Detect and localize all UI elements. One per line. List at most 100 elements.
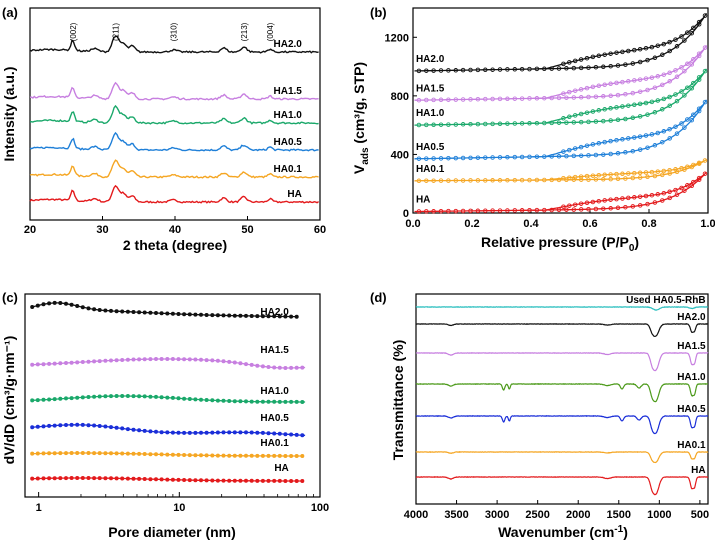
panel-c-point bbox=[35, 303, 40, 308]
panel-b-point bbox=[549, 154, 554, 159]
panel-a-series-label: HA2.0 bbox=[274, 39, 303, 50]
panel-b-point bbox=[497, 178, 503, 183]
panel-c-point bbox=[221, 398, 226, 403]
panel-b-point bbox=[590, 109, 596, 114]
panel-c-point bbox=[80, 305, 85, 310]
panel-b-desorption-HA2.0 bbox=[532, 12, 708, 70]
panel-b-point bbox=[571, 95, 577, 100]
panel-b-point bbox=[542, 207, 547, 213]
panel-b-point bbox=[578, 177, 584, 182]
panel-b-point bbox=[483, 121, 488, 127]
panel-c-point bbox=[30, 305, 35, 309]
panel-c-point bbox=[277, 478, 282, 483]
panel-c-point bbox=[215, 430, 220, 435]
panel-b-point bbox=[453, 178, 459, 183]
panel-b-point bbox=[572, 146, 578, 151]
panel-b-point bbox=[667, 94, 672, 100]
panel-b-point bbox=[682, 125, 687, 130]
panel-c-point bbox=[137, 394, 142, 399]
panel-a-peak-label: (002) bbox=[69, 22, 78, 41]
panel-b-point bbox=[601, 94, 606, 99]
panel-c-point bbox=[114, 451, 119, 456]
panel-c-point bbox=[193, 430, 198, 435]
panel-b-point bbox=[468, 97, 473, 102]
panel-a-series-label: HA1.5 bbox=[274, 86, 303, 97]
panel-c-point bbox=[232, 399, 237, 404]
panel-b-point bbox=[655, 192, 661, 197]
panel-b-point bbox=[505, 154, 510, 160]
panel-b-point bbox=[652, 173, 658, 179]
panel-c-point bbox=[255, 363, 260, 368]
panel-b-point bbox=[578, 87, 584, 92]
panel-b-point bbox=[608, 93, 613, 99]
panel-c-point bbox=[255, 399, 260, 404]
panel-b-point bbox=[626, 48, 631, 54]
panel-b-point bbox=[673, 124, 678, 129]
panel-c-point bbox=[238, 361, 243, 366]
panel-c-point bbox=[182, 396, 187, 401]
panel-b-point bbox=[497, 67, 503, 72]
panel-c-point bbox=[137, 428, 142, 433]
panel-b-ylabel: Vads (cm³/g, STP) bbox=[351, 62, 371, 174]
panel-c-point bbox=[86, 451, 91, 455]
panel-c-point bbox=[159, 430, 164, 435]
panel-c-point bbox=[266, 314, 271, 319]
panel-b-point bbox=[549, 207, 554, 213]
panel-d-xtick-label: 2500 bbox=[525, 509, 549, 521]
panel-b-point bbox=[519, 121, 525, 126]
panel-c-point bbox=[210, 313, 215, 318]
panel-c-point bbox=[97, 476, 102, 481]
panel-c-point bbox=[165, 430, 170, 435]
panel-c-point bbox=[30, 362, 35, 367]
panel-b-point bbox=[626, 79, 631, 84]
panel-c-point bbox=[227, 359, 232, 364]
panel-c-point bbox=[283, 366, 288, 370]
panel-b-point bbox=[590, 173, 596, 178]
panel-b-point bbox=[438, 178, 444, 183]
panel-c-point bbox=[58, 396, 63, 401]
panel-c-point bbox=[131, 476, 136, 481]
panel-b-point bbox=[578, 95, 584, 100]
panel-b-point bbox=[564, 207, 569, 212]
panel-c-point bbox=[35, 476, 40, 481]
panel-c-point bbox=[294, 432, 299, 437]
panel-c-point bbox=[120, 451, 125, 456]
panel-b-point bbox=[602, 139, 607, 145]
panel-b-point bbox=[490, 121, 495, 127]
panel-b-point bbox=[446, 208, 451, 214]
panel-b-point bbox=[696, 160, 702, 166]
panel-b-point bbox=[453, 68, 459, 73]
panel-c-label: (c) bbox=[2, 290, 18, 305]
panel-b-xtick-label: 0.2 bbox=[464, 218, 479, 230]
panel-c-point bbox=[221, 430, 226, 435]
panel-b-point bbox=[561, 149, 566, 154]
panel-c-series-label: HA0.1 bbox=[260, 438, 289, 449]
panel-d-xtick-label: 4000 bbox=[404, 509, 428, 521]
panel-b-point bbox=[620, 104, 625, 109]
panel-c-point bbox=[103, 394, 108, 399]
panel-c-point bbox=[170, 430, 175, 435]
panel-d-series-Used HA0.5-RhB bbox=[415, 306, 709, 311]
panel-b-point bbox=[615, 117, 621, 123]
panel-b-point bbox=[626, 171, 631, 176]
panel-b-point bbox=[567, 60, 572, 65]
panel-c-point bbox=[210, 478, 215, 483]
panel-b-point bbox=[696, 19, 702, 25]
panel-b-point bbox=[652, 143, 658, 148]
panel-b-point bbox=[586, 119, 591, 125]
panel-b-ytick-label: 800 bbox=[391, 91, 409, 103]
panel-b-point bbox=[534, 120, 540, 126]
panel-b-point bbox=[630, 175, 636, 181]
panel-c-point bbox=[294, 365, 299, 370]
panel-b-xtick-label: 0.0 bbox=[405, 218, 420, 230]
panel-b-point bbox=[615, 205, 621, 211]
panel-b-point bbox=[446, 122, 451, 127]
panel-b-point bbox=[682, 188, 687, 193]
panel-b-point bbox=[689, 30, 695, 36]
panel-b-point bbox=[512, 121, 518, 126]
panel-c-point bbox=[80, 422, 85, 427]
panel-a-xtick-label: 50 bbox=[241, 224, 253, 236]
panel-c-point bbox=[131, 394, 136, 399]
panel-b-point bbox=[702, 99, 708, 105]
panel-b-point bbox=[685, 85, 690, 90]
